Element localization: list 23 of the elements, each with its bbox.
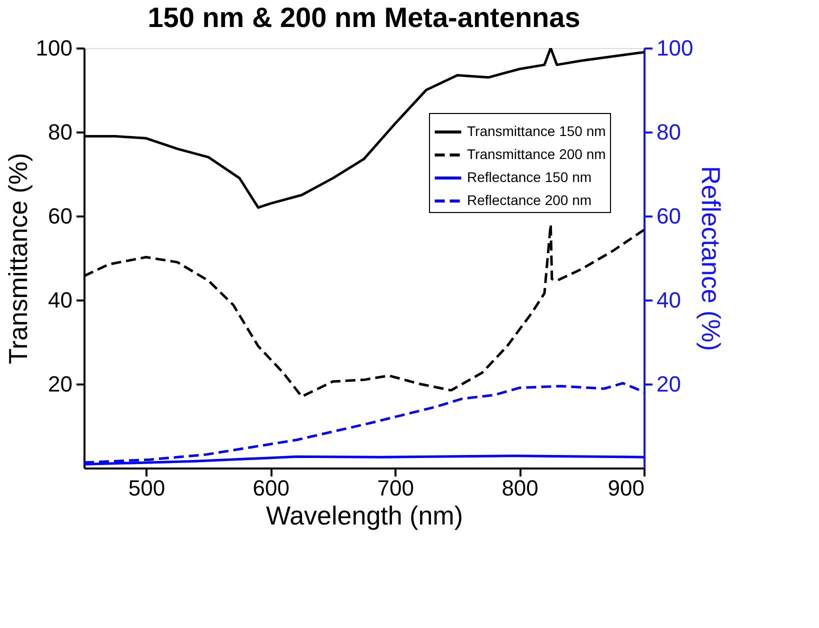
legend-label: Transmittance 150 nm xyxy=(467,123,606,139)
y-tick-label: 60 xyxy=(48,204,72,228)
y2-axis-title: Reflectance (%) xyxy=(696,166,726,351)
legend-label: Reflectance 200 nm xyxy=(467,192,592,208)
y-tick-label: 20 xyxy=(48,372,72,396)
x-tick-label: 600 xyxy=(252,476,290,500)
x-tick-label: 800 xyxy=(502,476,538,500)
y2-tick-label: 60 xyxy=(656,204,681,228)
chart-title: 150 nm & 200 nm Meta-antennas xyxy=(148,2,580,33)
y2-tick-label: 100 xyxy=(656,36,694,60)
y-axis-title: Transmittance (%) xyxy=(2,152,33,364)
y2-tick-label: 40 xyxy=(656,288,681,312)
legend-label: Reflectance 150 nm xyxy=(467,169,592,185)
x-axis-title: Wavelength (nm) xyxy=(266,500,463,530)
y2-tick-label: 80 xyxy=(656,120,681,144)
y2-tick-label: 20 xyxy=(656,372,681,396)
y-tick-label: 40 xyxy=(48,288,72,312)
x-tick-label: 900 xyxy=(608,476,644,500)
y-tick-label: 100 xyxy=(36,36,72,60)
y-tick-label: 80 xyxy=(48,120,72,144)
x-tick-label: 500 xyxy=(128,476,166,500)
x-tick-label: 700 xyxy=(377,476,414,500)
legend-label: Transmittance 200 nm xyxy=(467,146,606,162)
